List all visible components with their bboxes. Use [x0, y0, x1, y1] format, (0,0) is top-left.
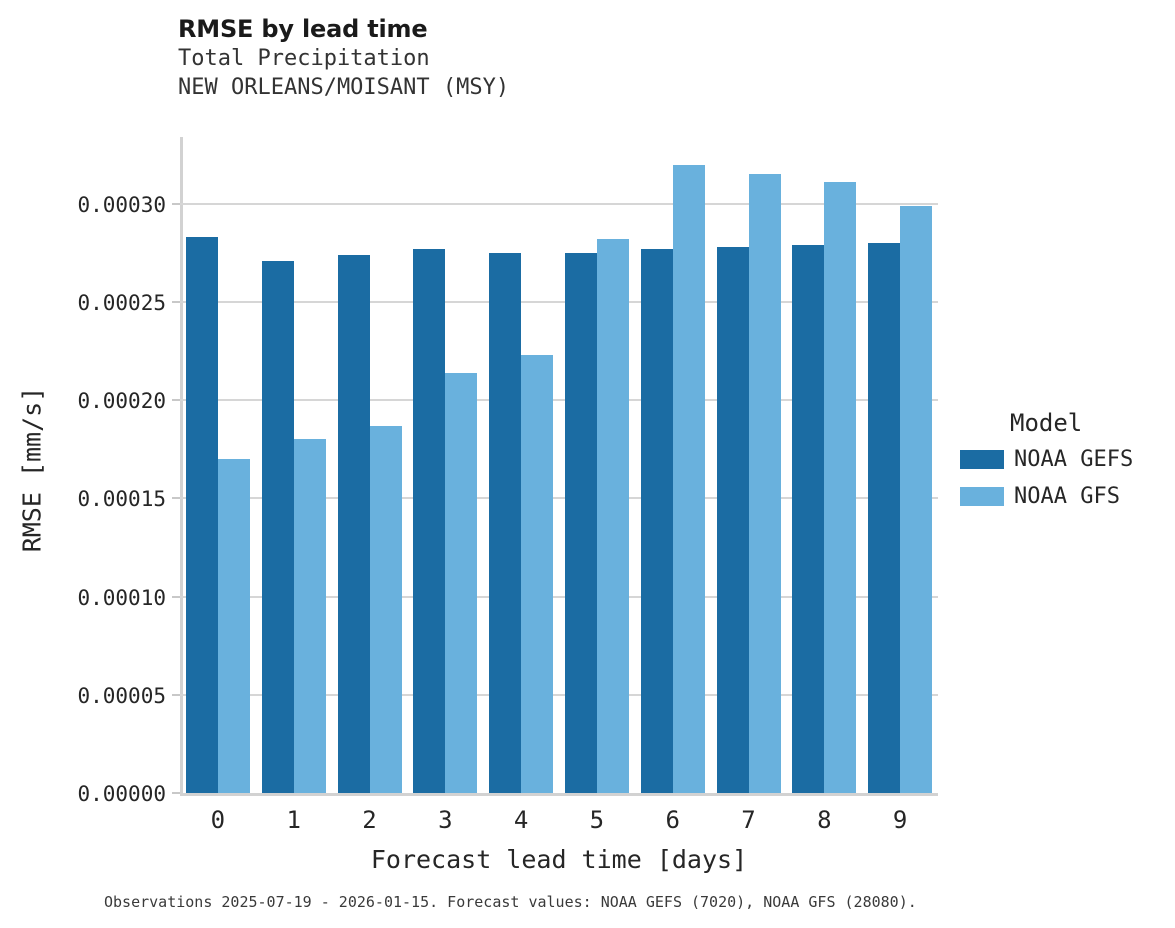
x-axis-spine	[180, 793, 938, 796]
y-tick-mark	[172, 693, 180, 696]
y-tick-mark	[172, 202, 180, 205]
bar[interactable]	[564, 252, 597, 793]
bar[interactable]	[217, 459, 250, 793]
bar[interactable]	[185, 237, 218, 793]
y-tick-label: 0.00010	[77, 585, 166, 610]
plot-area	[180, 137, 938, 793]
gridline	[180, 497, 938, 500]
bar[interactable]	[900, 205, 933, 793]
x-axis-title: Forecast lead time [days]	[370, 845, 748, 874]
legend-entries: NOAA GEFS NOAA GFS	[960, 443, 1175, 512]
y-tick-label: 0.00005	[77, 683, 166, 708]
chart-subtitle: Total Precipitation	[178, 46, 430, 71]
bar[interactable]	[672, 164, 705, 793]
legend: Model NOAA GEFS NOAA GFS	[960, 408, 1175, 512]
bar[interactable]	[293, 439, 326, 793]
legend-swatch-icon	[960, 449, 1004, 469]
bar[interactable]	[337, 254, 370, 793]
page-title: RMSE by lead time	[178, 15, 428, 43]
bar[interactable]	[792, 245, 825, 793]
bar[interactable]	[369, 425, 402, 793]
bar[interactable]	[748, 174, 781, 793]
y-tick-mark	[172, 300, 180, 303]
bar[interactable]	[261, 260, 294, 793]
x-tick-label: 7	[741, 806, 756, 834]
x-tick-label: 0	[210, 806, 226, 834]
x-tick-label: 8	[817, 806, 832, 834]
bar[interactable]	[521, 355, 554, 793]
gridline	[180, 202, 938, 205]
y-tick-mark	[172, 399, 180, 402]
x-tick-label: 6	[665, 806, 680, 834]
bar[interactable]	[716, 247, 749, 793]
gridline	[180, 595, 938, 598]
legend-swatch-icon	[960, 486, 1004, 506]
gridline	[180, 399, 938, 402]
gridline	[180, 300, 938, 303]
y-tick-label: 0.00020	[77, 389, 166, 414]
y-tick-label: 0.00025	[77, 290, 166, 315]
y-tick-mark	[172, 497, 180, 500]
bar[interactable]	[868, 243, 901, 793]
legend-item[interactable]: NOAA GEFS	[960, 443, 1175, 475]
y-tick-mark	[172, 595, 180, 598]
legend-title: Model	[1010, 409, 1083, 437]
y-tick-label: 0.00030	[77, 192, 166, 217]
legend-item-label: NOAA GEFS	[1014, 446, 1134, 472]
bar[interactable]	[489, 252, 522, 793]
y-tick-label: 0.00015	[77, 487, 166, 512]
chart-location-subtitle: NEW ORLEANS/MOISANT (MSY)	[178, 75, 510, 100]
x-tick-label: 3	[438, 806, 453, 834]
bar[interactable]	[596, 239, 629, 793]
figure-caption: Observations 2025-07-19 - 2026-01-15. Fo…	[104, 893, 917, 911]
x-tick-label: 5	[589, 806, 605, 834]
x-tick-label: 9	[892, 806, 908, 834]
bar[interactable]	[824, 182, 857, 793]
y-tick-mark	[172, 792, 180, 794]
y-axis-spine	[180, 137, 183, 796]
bar[interactable]	[640, 248, 673, 793]
legend-item[interactable]: NOAA GFS	[960, 480, 1175, 512]
gridline	[180, 693, 938, 696]
legend-item-label: NOAA GFS	[1014, 483, 1120, 509]
bar[interactable]	[445, 372, 478, 793]
x-tick-label: 2	[362, 806, 377, 834]
y-tick-label: 0.00000	[77, 782, 166, 806]
bar[interactable]	[413, 248, 446, 793]
title-block: RMSE by lead time Total Precipitation NE…	[178, 14, 938, 102]
y-axis-title: RMSE [mm/s]	[17, 386, 47, 553]
x-tick-label: 1	[286, 806, 301, 834]
x-tick-label: 4	[513, 806, 529, 834]
